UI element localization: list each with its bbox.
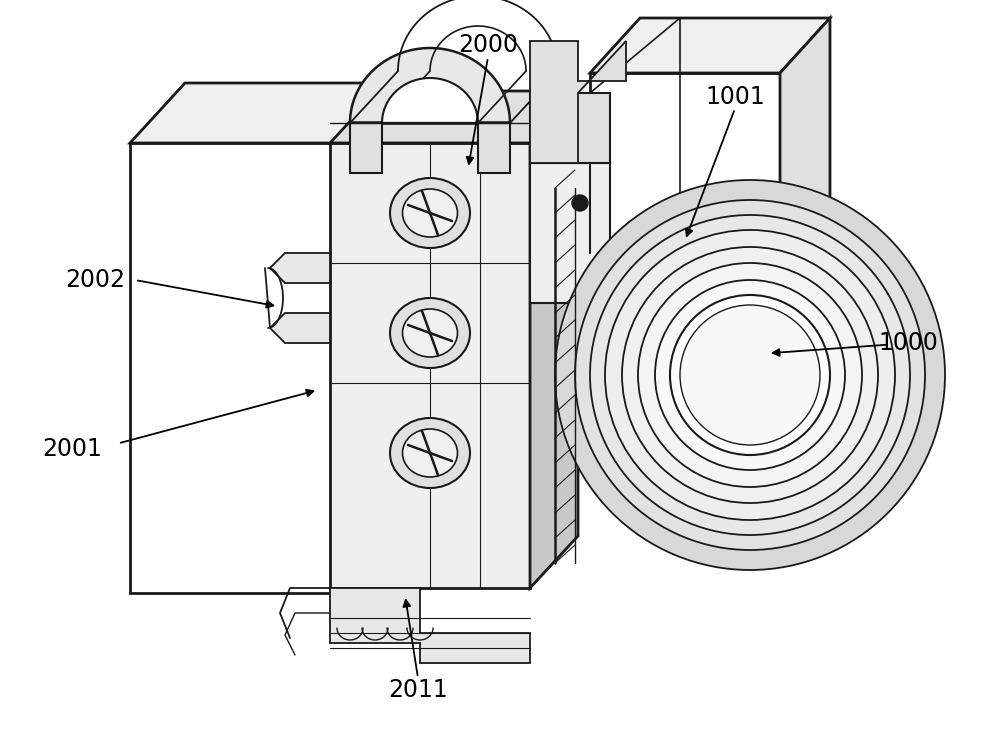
Ellipse shape [655,280,845,470]
Polygon shape [130,143,340,593]
Polygon shape [130,83,395,143]
Polygon shape [270,313,330,343]
Ellipse shape [390,178,470,248]
Polygon shape [330,143,530,588]
Ellipse shape [390,298,470,368]
Polygon shape [340,83,395,593]
Polygon shape [330,588,530,663]
Polygon shape [330,91,578,143]
Polygon shape [530,93,610,163]
Text: 2001: 2001 [42,437,102,460]
Ellipse shape [638,263,862,487]
Text: 2011: 2011 [388,679,448,702]
Text: 1000: 1000 [878,331,938,355]
Circle shape [572,195,588,211]
Text: 2000: 2000 [458,34,518,57]
Polygon shape [478,123,510,173]
Text: 1001: 1001 [705,85,765,108]
Polygon shape [530,163,610,303]
Ellipse shape [402,189,458,237]
Ellipse shape [555,180,945,570]
Polygon shape [590,73,780,253]
Polygon shape [350,123,382,173]
Ellipse shape [680,305,820,445]
Polygon shape [590,18,830,73]
Ellipse shape [605,230,895,520]
Ellipse shape [670,295,830,455]
Ellipse shape [575,200,925,550]
Polygon shape [530,163,610,303]
Polygon shape [780,18,830,253]
Ellipse shape [402,309,458,357]
Text: 2002: 2002 [65,268,125,292]
Polygon shape [530,91,578,588]
Ellipse shape [590,215,910,535]
Polygon shape [530,41,626,163]
Polygon shape [350,48,510,123]
Ellipse shape [402,429,458,477]
Polygon shape [270,253,330,283]
Ellipse shape [390,418,470,488]
Ellipse shape [622,247,878,503]
Polygon shape [382,78,478,123]
